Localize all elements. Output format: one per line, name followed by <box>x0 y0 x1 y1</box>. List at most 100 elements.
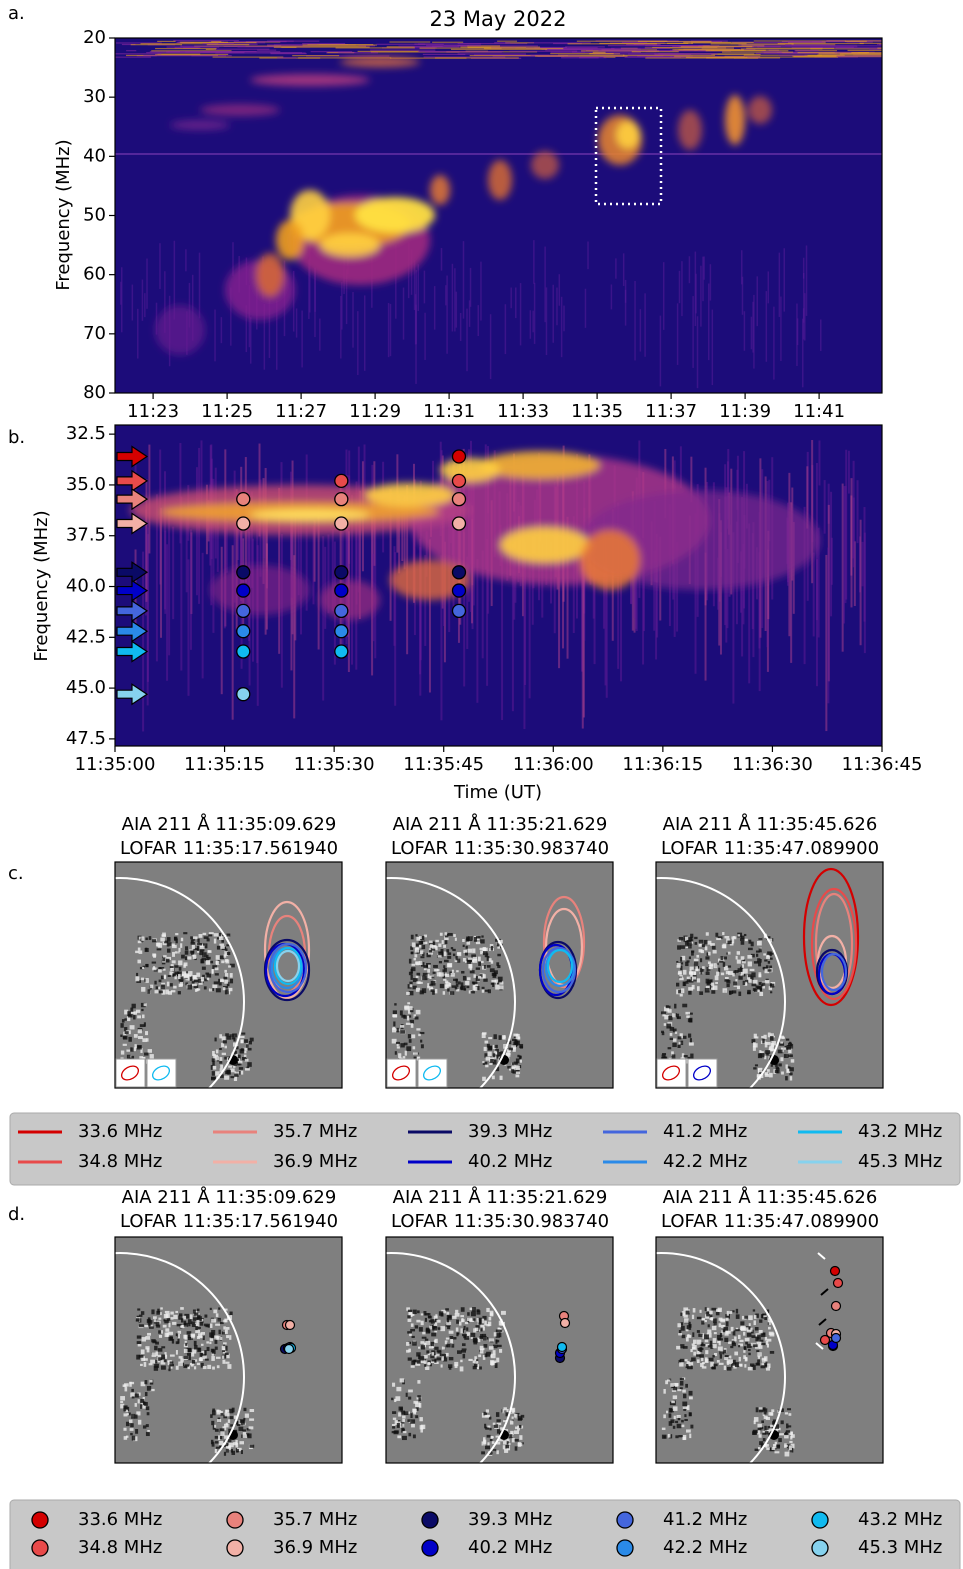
legend-marker <box>617 1540 633 1556</box>
speckle <box>457 952 461 956</box>
streak <box>132 285 134 321</box>
speckle <box>416 976 419 979</box>
speckle <box>781 1420 784 1424</box>
streak <box>640 309 642 351</box>
speckle <box>675 1031 677 1033</box>
centroid <box>834 1279 843 1288</box>
speckle <box>421 1345 425 1349</box>
speckle <box>204 936 209 939</box>
speckle <box>157 948 162 950</box>
speckle <box>159 1335 162 1338</box>
speckle <box>706 932 709 935</box>
rfi-streak <box>683 42 753 43</box>
speckle <box>159 991 163 994</box>
y-tick-label: 60 <box>83 264 106 285</box>
speckle <box>191 942 195 945</box>
marker <box>335 474 348 487</box>
speckle <box>669 1413 672 1417</box>
speckle <box>705 956 709 959</box>
speckle <box>403 1015 406 1019</box>
speckle <box>166 959 170 963</box>
speckle <box>167 942 172 946</box>
speckle <box>711 1308 716 1311</box>
speckle <box>211 1349 215 1353</box>
speckle <box>689 1413 692 1416</box>
speckle <box>448 933 453 936</box>
speckle <box>701 1344 706 1346</box>
rfi-streak <box>167 46 220 47</box>
spectrogram <box>115 38 956 393</box>
speckle <box>425 1318 427 1322</box>
x-tick-label: 11:41 <box>793 401 845 422</box>
speckle <box>512 1438 515 1442</box>
panel-label: b. <box>8 427 25 448</box>
speckle <box>479 1336 483 1339</box>
speckle <box>456 979 458 983</box>
speckle <box>198 934 202 938</box>
speckle <box>738 992 741 996</box>
speckle <box>165 1311 170 1313</box>
speckle <box>220 1337 222 1340</box>
speckle <box>170 966 174 968</box>
streak <box>454 268 456 331</box>
speckle <box>141 1382 145 1384</box>
streak <box>490 314 492 379</box>
speckle <box>407 1331 412 1333</box>
x-tick-label: 11:25 <box>201 401 253 422</box>
speckle <box>737 986 740 990</box>
streak <box>319 319 321 351</box>
speckle <box>682 1004 687 1008</box>
marker <box>237 645 250 658</box>
speckle <box>167 949 171 953</box>
speckle <box>139 1355 144 1358</box>
speckle <box>141 937 144 941</box>
x-tick-label: 11:37 <box>645 401 697 422</box>
speckle <box>741 941 745 945</box>
speckle <box>670 1027 675 1031</box>
speckle <box>210 961 213 964</box>
speckle <box>479 1366 482 1369</box>
speckle <box>785 1076 788 1080</box>
speckle <box>147 1412 150 1415</box>
speckle <box>736 956 738 960</box>
speckle <box>755 1449 759 1451</box>
speckle <box>496 1412 499 1417</box>
speckle <box>429 983 433 986</box>
speckle <box>432 991 435 995</box>
rfi-streak <box>860 43 916 44</box>
speckle <box>225 1362 229 1364</box>
streak <box>501 556 503 721</box>
speckle <box>670 1033 673 1036</box>
emission-blob <box>320 233 380 257</box>
speckle <box>437 972 441 976</box>
speckle <box>148 1049 152 1053</box>
speckle <box>226 1335 229 1338</box>
emission-blob <box>355 197 435 233</box>
speckle <box>711 982 714 986</box>
rfi-streak <box>115 53 161 54</box>
speckle <box>156 1325 160 1327</box>
rfi-streak <box>202 43 233 44</box>
speckle <box>728 1342 732 1344</box>
speckle <box>420 956 424 958</box>
speckle <box>728 952 731 955</box>
speckle <box>220 946 225 949</box>
rfi-streak <box>794 50 818 51</box>
speckle <box>462 1334 467 1336</box>
speckle <box>418 1347 420 1349</box>
speckle <box>501 1311 506 1315</box>
speckle <box>765 1337 767 1341</box>
speckle <box>743 969 748 974</box>
image-title: AIA 211 Å 11:35:45.626 <box>663 813 878 835</box>
speckle <box>510 1420 513 1424</box>
speckle <box>224 1424 229 1428</box>
speckle <box>188 1319 192 1324</box>
speckle <box>758 1068 763 1072</box>
streak <box>552 285 554 343</box>
speckle <box>126 1050 130 1052</box>
speckle <box>165 1328 169 1331</box>
speckle <box>209 988 212 991</box>
speckle <box>219 944 224 946</box>
speckle <box>455 956 457 960</box>
speckle <box>140 1399 144 1403</box>
